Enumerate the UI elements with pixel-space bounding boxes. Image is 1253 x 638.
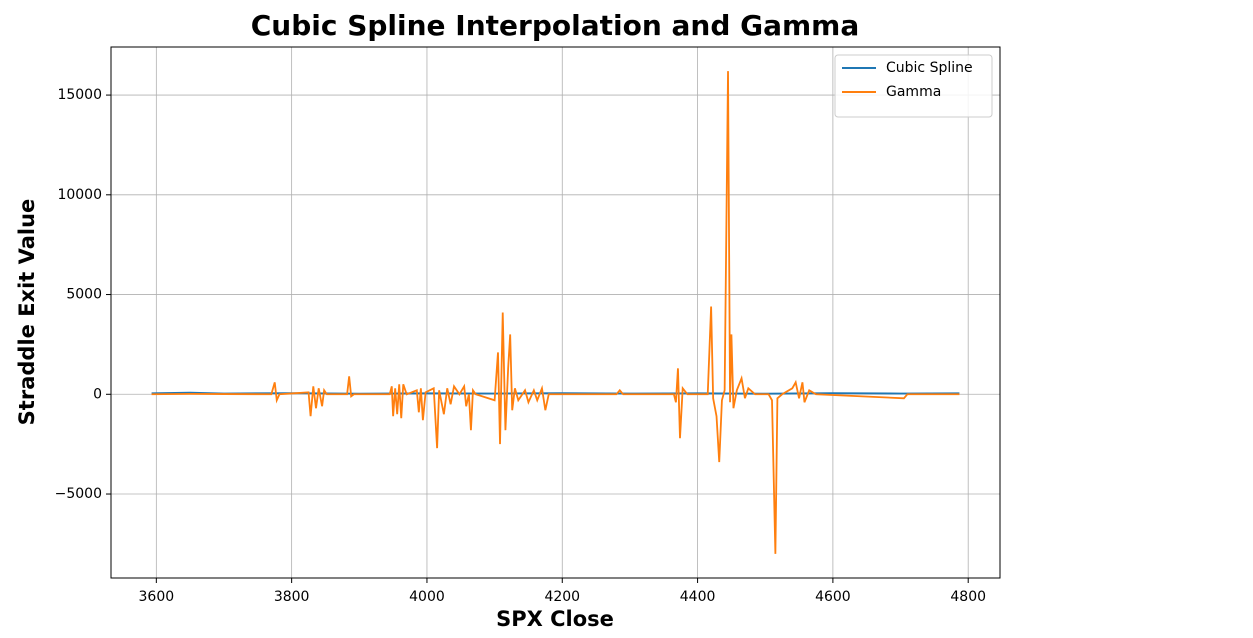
chart-title: Cubic Spline Interpolation and Gamma	[251, 9, 860, 42]
x-tick-label: 4000	[409, 589, 445, 605]
y-tick-label: 0	[93, 386, 102, 402]
series-line	[151, 71, 960, 554]
y-axis-label: Straddle Exit Value	[15, 199, 39, 426]
x-tick-label: 4200	[544, 589, 580, 605]
x-tick-label: 3600	[139, 589, 175, 605]
legend-label: Gamma	[886, 84, 941, 100]
x-axis-label: SPX Close	[496, 607, 614, 631]
y-tick-label: 5000	[66, 287, 102, 303]
plot-frame	[110, 46, 1001, 579]
x-tick-label: 4600	[815, 589, 851, 605]
y-tick-label: 10000	[57, 187, 102, 203]
x-tick-label: 4800	[950, 589, 986, 605]
x-tick-label: 3800	[274, 589, 310, 605]
y-tick-label: −5000	[55, 486, 102, 502]
x-tick-label: 4400	[680, 589, 716, 605]
legend-box	[834, 54, 993, 118]
legend-label: Cubic Spline	[886, 60, 973, 76]
y-tick-label: 15000	[57, 87, 102, 103]
